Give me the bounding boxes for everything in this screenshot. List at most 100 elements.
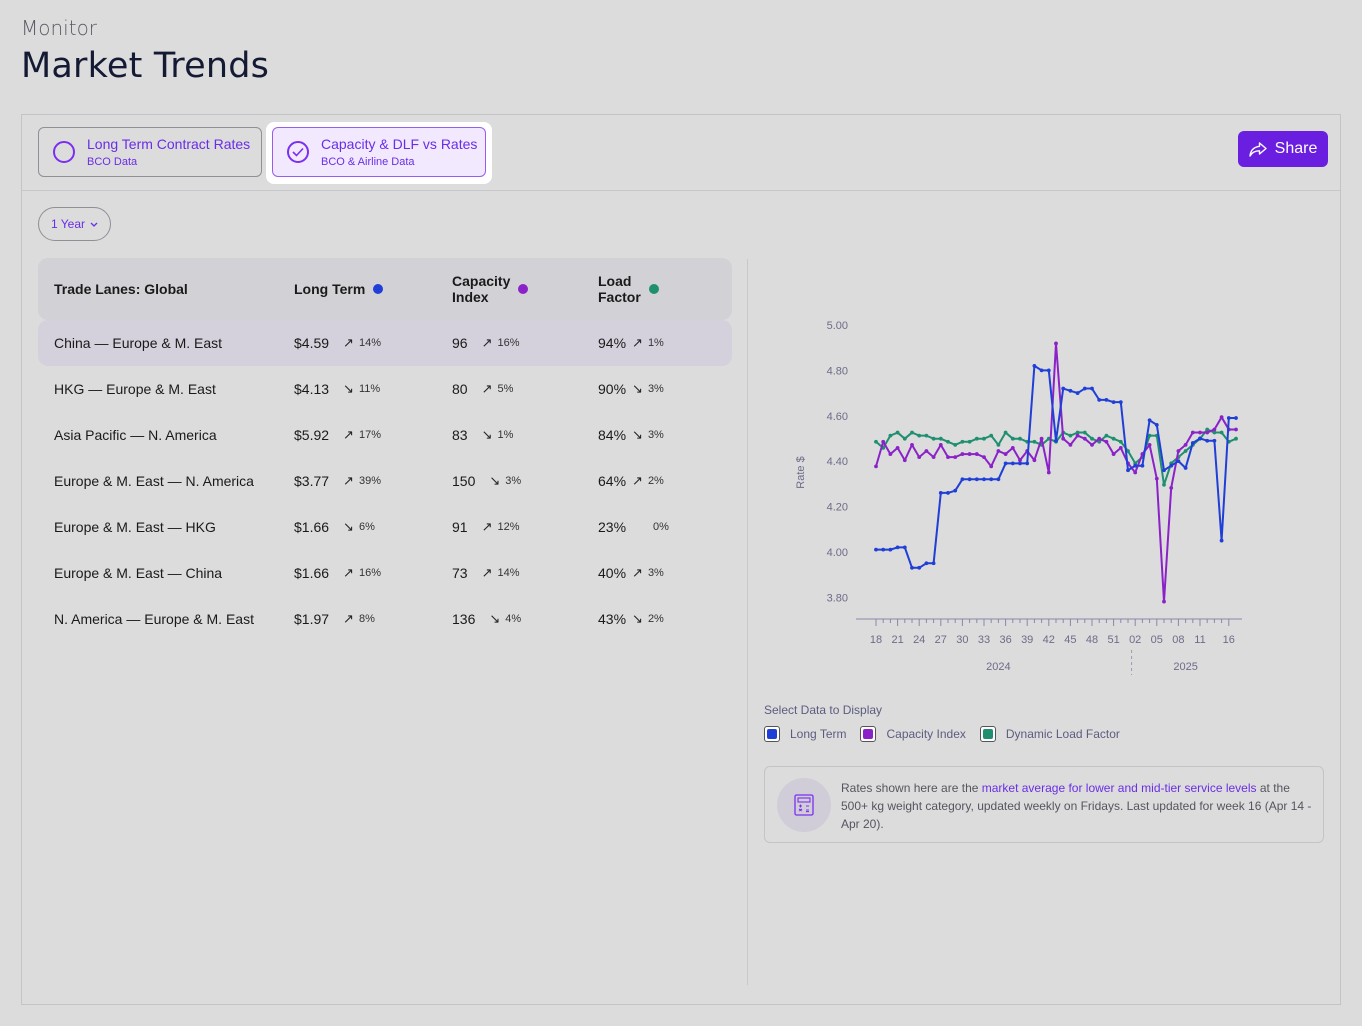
data-point (1090, 442, 1094, 447)
data-point (931, 455, 936, 460)
trend-up-icon: ↗ (343, 565, 354, 580)
data-point (1018, 461, 1022, 466)
data-point (1234, 436, 1238, 441)
info-text-part: Rates shown here are the (841, 781, 982, 795)
share-button[interactable]: Share (1238, 131, 1328, 167)
data-point (1061, 436, 1066, 441)
load-factor-value: 23% (598, 519, 627, 535)
table-row[interactable]: Asia Pacific — N. America $5.92 ↗ 17% 83 ↘ 1% 8… (38, 412, 732, 458)
legend-item-dynamic-load-factor[interactable]: Dynamic Load Factor (979, 726, 1120, 742)
data-point (1061, 386, 1066, 391)
data-point (895, 430, 900, 435)
load-factor-value: 40% (598, 565, 627, 581)
series-legend: Select Data to Display Long Term Capacit… (764, 703, 1134, 742)
trend-up-icon: ↗ (343, 473, 354, 488)
data-point (1039, 436, 1044, 441)
long-term-cell: $4.59 ↗ 14% (294, 320, 381, 366)
data-point (888, 433, 893, 438)
data-point (1111, 452, 1116, 456)
checkbox-capacity-index[interactable] (860, 726, 877, 742)
data-point (974, 477, 979, 482)
data-point (1046, 470, 1051, 475)
load-factor-change: 3% (647, 567, 664, 579)
table-row[interactable]: N. America — Europe & M. East $1.97 ↗ 8% 136… (38, 596, 732, 642)
data-point (1111, 436, 1116, 441)
table-row[interactable]: Europe & M. East — China $1.66 ↗ 16% 73 ↗ 14% 4… (38, 550, 732, 596)
data-point (888, 452, 893, 456)
trend-down-icon: ↘ (632, 381, 643, 396)
radio-circle-icon (53, 141, 75, 163)
data-point (1176, 459, 1181, 464)
header-capacity-label-2: Index (452, 289, 489, 305)
share-label: Share (1274, 140, 1318, 157)
chevron-down-icon (90, 222, 98, 227)
rate-change: 6% (358, 521, 375, 533)
legend-item-capacity-index[interactable]: Capacity Index (860, 726, 966, 742)
rate-value: $4.13 (294, 381, 330, 397)
capacity-cell: 150 ↘ 3% (452, 458, 521, 504)
data-point (874, 547, 878, 552)
capacity-change: 14% (497, 567, 520, 579)
rate-value: $1.66 (294, 519, 330, 535)
long-term-cell: $5.92 ↗ 17% (294, 412, 381, 458)
data-point (1032, 363, 1037, 368)
header-trade-lanes: Trade Lanes: Global (54, 281, 188, 297)
table-row[interactable]: China — Europe & M. East $4.59 ↗ 14% 96 ↗ 16% 9… (38, 320, 732, 366)
data-point (982, 455, 986, 460)
data-point (1018, 458, 1022, 463)
data-point (924, 433, 929, 438)
capacity-cell: 80 ↗ 5% (452, 366, 513, 412)
checkbox-long-term[interactable] (764, 726, 780, 742)
table-row[interactable]: Europe & M. East — N. America $3.77 ↗ 39% 15… (38, 458, 732, 504)
load-factor-change: 3% (647, 383, 664, 395)
share-icon (1248, 141, 1267, 157)
trend-up-icon: ↗ (481, 381, 493, 396)
long-term-cell: $3.77 ↗ 39% (294, 458, 381, 504)
period-dropdown[interactable]: 1 Year (38, 207, 111, 241)
data-point (902, 458, 907, 463)
trend-down-icon: ↘ (489, 473, 501, 488)
checkbox-dynamic-load-factor[interactable] (979, 726, 996, 742)
legend-title: Select Data to Display (764, 703, 883, 717)
tab-highlight: Capacity & DLF vs Rates BCO & Airline Da… (266, 122, 492, 184)
table-row[interactable]: HKG — Europe & M. East $4.13 ↘ 11% 80 ↗ 5% 90% ↘… (38, 366, 732, 412)
data-point (888, 547, 893, 552)
info-link[interactable]: market average for lower and mid-tier se… (981, 781, 1257, 795)
data-point (1003, 430, 1008, 435)
capacity-value: 150 (452, 473, 476, 489)
table-row[interactable]: Europe & M. East — HKG $1.66 ↘ 6% 91 ↗ 12% 23% 0… (38, 504, 732, 550)
rate-change: 16% (358, 567, 381, 579)
data-point (1212, 430, 1217, 435)
y-left-tick-label: 5.00 (827, 320, 848, 332)
data-point (1075, 430, 1080, 435)
capacity-value: 136 (452, 611, 476, 627)
x-tick-label: 24 (913, 634, 925, 646)
page-title: Market Trends (21, 46, 270, 86)
capacity-change: 5% (497, 383, 514, 395)
long-term-cell: $4.13 ↘ 11% (294, 366, 380, 412)
rate-value: $3.77 (294, 473, 330, 489)
data-point (1082, 386, 1087, 391)
data-point (1162, 599, 1166, 604)
capacity-cell: 91 ↗ 12% (452, 504, 520, 550)
data-point (1198, 430, 1202, 435)
data-point (1190, 441, 1195, 445)
load-factor-cell: 94% ↗ 1% (598, 320, 664, 366)
data-point (938, 442, 943, 447)
data-point (1032, 458, 1037, 463)
data-point (881, 547, 886, 552)
data-point (1183, 466, 1188, 470)
header-capacity-label-1: Capacity (452, 273, 511, 289)
x-tick-label: 21 (891, 634, 903, 646)
trend-up-icon: ↗ (632, 335, 643, 350)
data-point (989, 477, 994, 482)
tab-long-term-contract-rates[interactable]: Long Term Contract Rates BCO Data (38, 127, 262, 177)
data-point (881, 439, 886, 444)
trend-up-icon: ↗ (343, 427, 354, 442)
data-point (1003, 452, 1008, 456)
data-point (1003, 461, 1008, 466)
legend-item-long-term[interactable]: Long Term (764, 726, 846, 742)
rate-value: $5.92 (294, 427, 330, 443)
data-point (924, 561, 929, 566)
tab-capacity-dlf-vs-rates[interactable]: Capacity & DLF vs Rates BCO & Airline Da… (272, 127, 486, 177)
